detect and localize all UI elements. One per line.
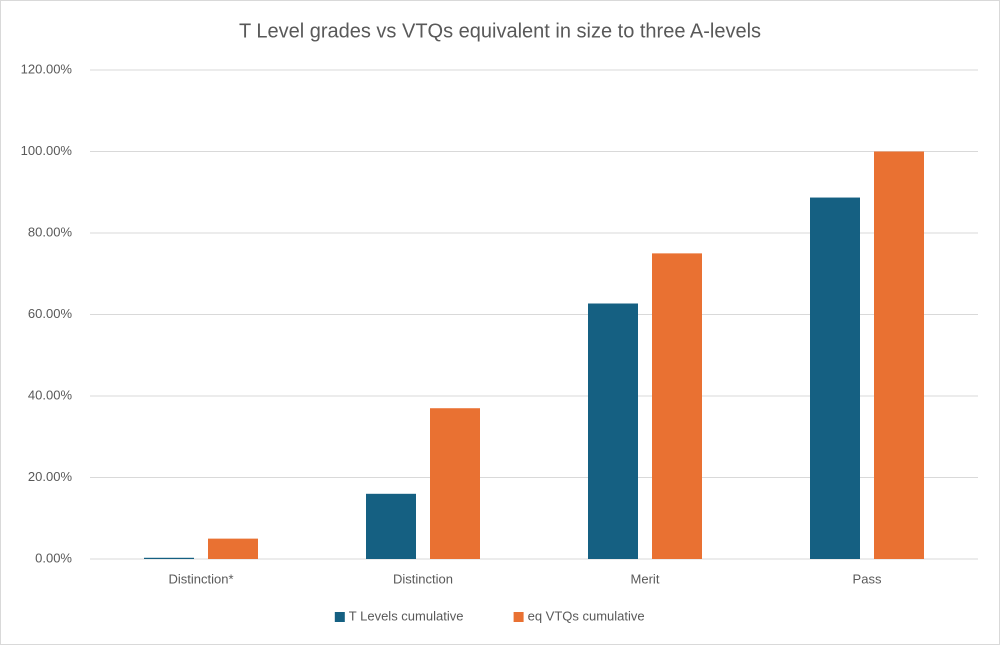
legend-swatch bbox=[334, 612, 345, 622]
y-tick-label: 20.00% bbox=[28, 469, 73, 484]
y-tick-label: 80.00% bbox=[28, 224, 73, 239]
y-tick-label: 0.00% bbox=[35, 550, 72, 565]
x-tick-label: Merit bbox=[631, 571, 660, 586]
y-tick-label: 100.00% bbox=[21, 143, 73, 158]
legend-swatch bbox=[513, 612, 524, 622]
bar bbox=[810, 197, 860, 560]
bar bbox=[144, 557, 194, 559]
bar bbox=[430, 408, 480, 559]
bar bbox=[652, 253, 702, 559]
bar bbox=[208, 538, 258, 559]
y-tick-label: 120.00% bbox=[21, 61, 73, 76]
x-tick-label: Distinction* bbox=[168, 571, 233, 586]
bar bbox=[588, 303, 638, 559]
legend-label: eq VTQs cumulative bbox=[528, 608, 645, 623]
x-tick-label: Pass bbox=[853, 571, 882, 586]
y-tick-label: 60.00% bbox=[28, 306, 73, 321]
legend-label: T Levels cumulative bbox=[349, 608, 464, 623]
bar bbox=[366, 493, 416, 559]
bar bbox=[874, 151, 924, 559]
chart-title: T Level grades vs VTQs equivalent in siz… bbox=[239, 20, 761, 42]
x-tick-label: Distinction bbox=[393, 571, 453, 586]
y-tick-label: 40.00% bbox=[28, 387, 73, 402]
